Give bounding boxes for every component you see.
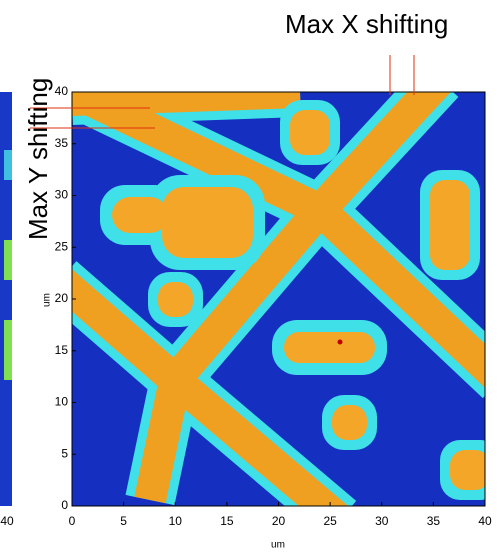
x-tick-label: 25 <box>323 514 337 528</box>
y-tick-label: 40 <box>55 84 69 98</box>
x-tick-label: 10 <box>169 514 183 528</box>
x-tick-label: 0 <box>69 514 76 528</box>
x-tick-label: 20 <box>272 514 286 528</box>
annotation: Max X shifting <box>285 9 448 39</box>
chart: Max X shifting Max Y shifting um um 40 0… <box>0 0 499 553</box>
y-tick-label: 0 <box>61 498 68 512</box>
y-tick-label: 5 <box>61 446 68 460</box>
x-axis-label: um <box>271 540 285 551</box>
x-tick-label: 5 <box>120 514 127 528</box>
x-tick-label: 35 <box>427 514 441 528</box>
x-tick-label: 30 <box>375 514 389 528</box>
y-tick-label: 10 <box>55 395 69 409</box>
scan-image <box>60 80 499 520</box>
y-tick-label: 30 <box>55 188 69 202</box>
partial-image <box>0 92 12 506</box>
y-axis-label: um <box>42 293 53 307</box>
y-tick-label: 35 <box>55 136 69 150</box>
annotation: Max Y shifting <box>23 78 53 240</box>
x-tick-label: 15 <box>220 514 234 528</box>
x-tick-label: 40 <box>478 514 492 528</box>
y-tick-label: 25 <box>55 239 69 253</box>
y-tick-label: 15 <box>55 343 69 357</box>
x-tick-label: 40 <box>0 514 14 528</box>
y-tick-label: 20 <box>55 291 69 305</box>
